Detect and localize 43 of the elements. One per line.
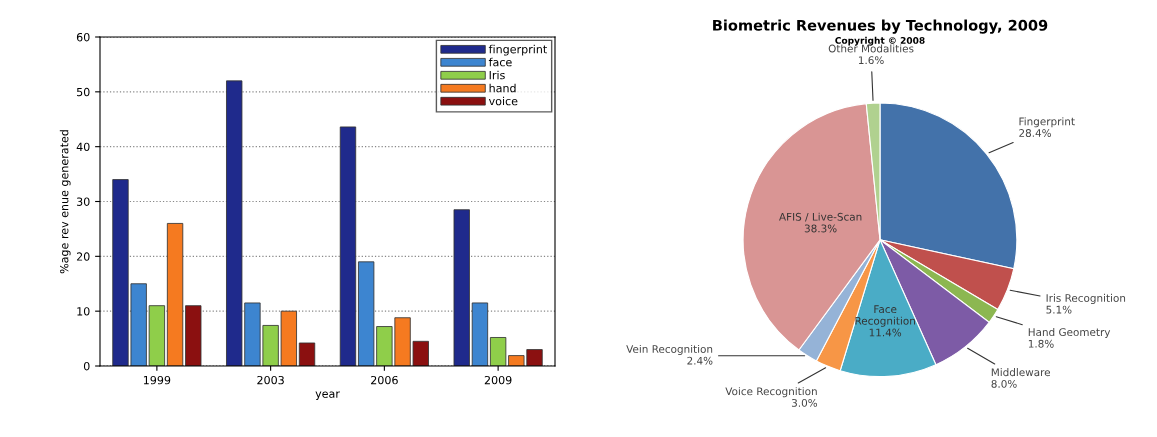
legend-label: fingerprint — [488, 44, 547, 56]
slice-label: Other Modalities — [828, 44, 914, 53]
y-tick-label: 60 — [76, 32, 90, 42]
bar — [471, 302, 489, 366]
y-tick-label: 30 — [76, 197, 90, 206]
slice-label: Iris Recognition — [1046, 293, 1126, 304]
data-label: 28.4% — [1019, 129, 1051, 137]
y-tick-label: 50 — [77, 87, 90, 97]
y-tick-label: 10 — [77, 307, 90, 316]
slice-label: AFIS / Live-Scan — [779, 212, 862, 222]
bar — [339, 126, 357, 366]
bar — [453, 209, 470, 366]
data-label: 11.4% — [869, 328, 902, 337]
data-label: 1.8% — [1028, 339, 1054, 348]
data-label: 2.4% — [687, 356, 713, 365]
slice-label: Middleware — [991, 368, 1050, 377]
bar — [185, 305, 202, 366]
slice-label: Voice Recognition — [725, 387, 817, 398]
legend-label: hand — [489, 83, 516, 93]
legend-label: face — [488, 57, 512, 67]
x-tick-label: 2006 — [371, 375, 398, 385]
chart-title: Biometric Revenues by Technology, 2009 — [713, 19, 1048, 34]
slice-label: Hand Geometry — [1028, 327, 1111, 339]
bar — [166, 223, 184, 366]
legend-label: Iris — [489, 70, 505, 80]
x-tick-label: 2009 — [484, 375, 512, 385]
y-axis-title: %age rev enue generated — [59, 130, 71, 274]
x-tick-label: 2003 — [257, 375, 284, 385]
data-label: 8.0% — [991, 379, 1017, 388]
slice-label: Vein Recognition — [626, 344, 713, 355]
legend-label: voice — [488, 96, 518, 106]
data-label: 5.1% — [1046, 305, 1072, 314]
slice-label: Fingerprint — [1019, 117, 1075, 128]
x-tick-label: 1999 — [143, 375, 171, 385]
y-tick-label: 0 — [83, 361, 90, 371]
bar — [298, 342, 316, 366]
x-axis-title: year — [315, 391, 340, 401]
data-label: 1.6% — [858, 56, 884, 65]
slice-label: Face Recognition — [855, 305, 915, 327]
y-tick-label: 20 — [76, 252, 90, 261]
data-label: 3.0% — [791, 398, 818, 407]
data-label: 38.3% — [804, 224, 837, 233]
y-tick-label: 40 — [76, 142, 90, 152]
